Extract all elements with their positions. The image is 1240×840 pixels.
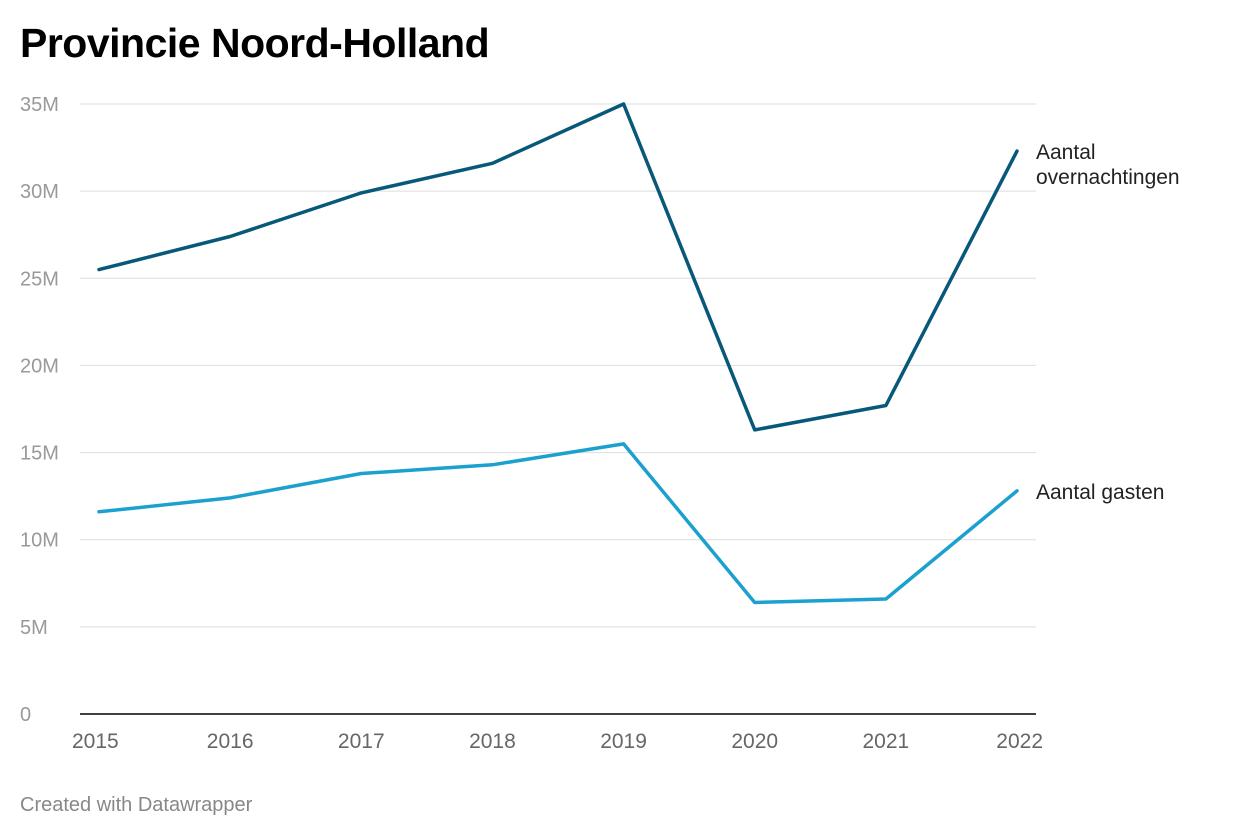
y-tick-label: 35M	[20, 94, 59, 116]
series-label: Aantal gasten	[1036, 481, 1164, 504]
gridlines	[80, 103, 1036, 628]
x-axis: 2015 2016 2017 2018 2019 2020 2021 2022	[72, 713, 1043, 753]
y-tick-label: 20M	[20, 355, 59, 377]
series-line	[97, 102, 1019, 432]
chart-title: Provincie Noord-Holland	[20, 20, 490, 66]
series-label: Aantal	[1036, 141, 1096, 164]
y-axis-tick-labels: 0 5M 10M 15M 20M 25M 30M 35M	[20, 94, 59, 726]
x-tick-label: 2022	[996, 730, 1043, 753]
y-tick-label: 30M	[20, 181, 59, 203]
y-tick-label: 15M	[20, 443, 59, 465]
series-label: overnachtingen	[1036, 166, 1180, 189]
x-tick-label: 2021	[862, 730, 909, 753]
x-tick-label: 2017	[338, 730, 385, 753]
credit-footer: Created with Datawrapper	[20, 794, 253, 816]
x-tick-label: 2019	[600, 730, 647, 753]
x-tick-label: 2020	[731, 730, 778, 753]
y-tick-label: 5M	[20, 617, 48, 639]
x-tick-label: 2018	[469, 730, 516, 753]
x-tick-label: 2016	[207, 730, 254, 753]
x-tick-label: 2015	[72, 730, 119, 753]
y-tick-label: 25M	[20, 268, 59, 290]
series-lines	[97, 102, 1019, 605]
y-tick-label: 10M	[20, 530, 59, 552]
series-line	[97, 442, 1019, 605]
y-tick-label: 0	[20, 704, 31, 726]
